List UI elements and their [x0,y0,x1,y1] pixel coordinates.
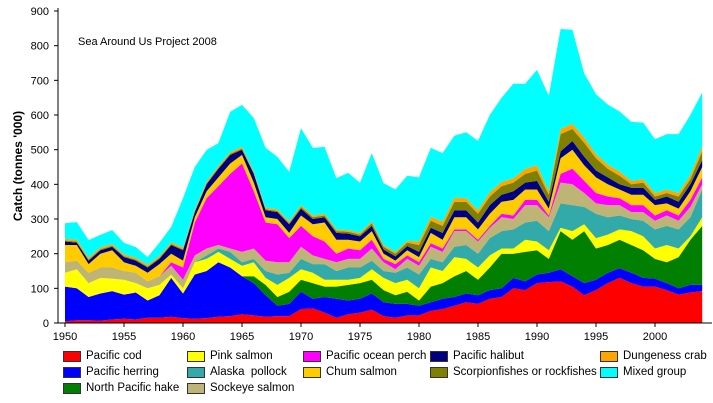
legend-swatch [600,350,618,362]
legend-label: Pink salmon [210,350,273,362]
legend-swatch [63,366,81,378]
x-tick-label: 1980 [407,331,431,343]
legend-label: Sockeye salmon [210,382,295,394]
legend-swatch [187,366,205,378]
x-tick-label: 1960 [171,331,195,343]
area-north-pacific-hake [65,225,703,306]
x-tick-label: 1985 [466,331,490,343]
area-chum-salmon [65,149,703,282]
y-tick-label: 200 [31,249,49,261]
legend-swatch [187,382,205,394]
y-tick-label: 100 [31,283,49,295]
x-tick-label: 2000 [643,331,667,343]
x-tick-label: 1955 [112,331,136,343]
annotation: Sea Around Us Project 2008 [78,36,217,48]
legend-item: Mixed group [600,366,686,378]
y-ticks: 0 100 200 300 400 500 600 700 800 900 [31,6,58,330]
legend-swatch [63,350,81,362]
y-tick-label: 700 [31,75,49,87]
y-tick-label: 300 [31,214,49,226]
legend-label: Pacific halibut [453,350,524,362]
y-tick-label: 800 [31,41,49,53]
legend-item: Pacific cod [63,350,142,362]
area-sockeye-salmon [65,182,703,289]
legend-swatch [63,382,81,394]
legend-swatch [303,366,321,378]
y-tick-label: 600 [31,110,49,122]
legend-label: Pacific cod [86,350,142,362]
area-pacific-ocean-perch [65,163,703,282]
legend-label: Dungeness crab [623,350,707,362]
legend-item: Sockeye salmon [187,382,294,394]
x-tick-label: 1995 [584,331,608,343]
area-layers [65,29,703,323]
legend-label: Alaska pollock [210,366,287,378]
legend-item: Pacific halibut [430,350,524,362]
area-mixed-group [65,29,703,265]
y-tick-label: 900 [31,6,49,18]
y-tick-label: 0 [43,318,49,330]
area-pacific-halibut [65,141,703,273]
legend-label: Chum salmon [326,366,397,378]
y-tick-label: 500 [31,145,49,157]
legend-item: Alaska pollock [187,366,287,378]
x-tick-label: 1975 [348,331,372,343]
area-pink-salmon [65,217,703,301]
legend-swatch [303,350,321,362]
legend-label: Mixed group [623,366,687,378]
legend-item: North Pacific hake [63,382,179,394]
x-ticks: 1950 1955 1960 1965 1970 1975 1980 1985 1990 1995… [53,323,667,343]
legend-item: Chum salmon [303,366,397,378]
area-dungeness-crab [65,123,703,267]
legend-item: Dungeness crab [600,350,707,362]
legend-label: Pacific herring [86,366,159,378]
legend-item: Scorpionfishes or rockfishes [430,366,597,378]
legend: Pacific cod Pacific herring North Pacific … [63,350,713,400]
area-pacific-herring [65,262,703,322]
legend-item: Pacific herring [63,366,159,378]
legend-label: Pacific ocean perch [326,350,427,362]
y-tick-label: 400 [31,179,49,191]
legend-swatch [430,366,448,378]
legend-swatch [187,350,205,362]
legend-swatch [600,366,618,378]
legend-label: North Pacific hake [86,382,180,394]
x-tick-label: 1970 [289,331,313,343]
legend-item: Pink salmon [187,350,273,362]
legend-item: Pacific ocean perch [303,350,426,362]
y-axis-label: Catch (tonnes '000) [11,111,25,221]
x-tick-label: 1950 [53,331,77,343]
x-tick-label: 1990 [525,331,549,343]
legend-swatch [430,350,448,362]
area-pacific-cod [65,277,703,323]
legend-label: Scorpionfishes or rockfishes [453,366,597,378]
x-tick-label: 1965 [230,331,254,343]
